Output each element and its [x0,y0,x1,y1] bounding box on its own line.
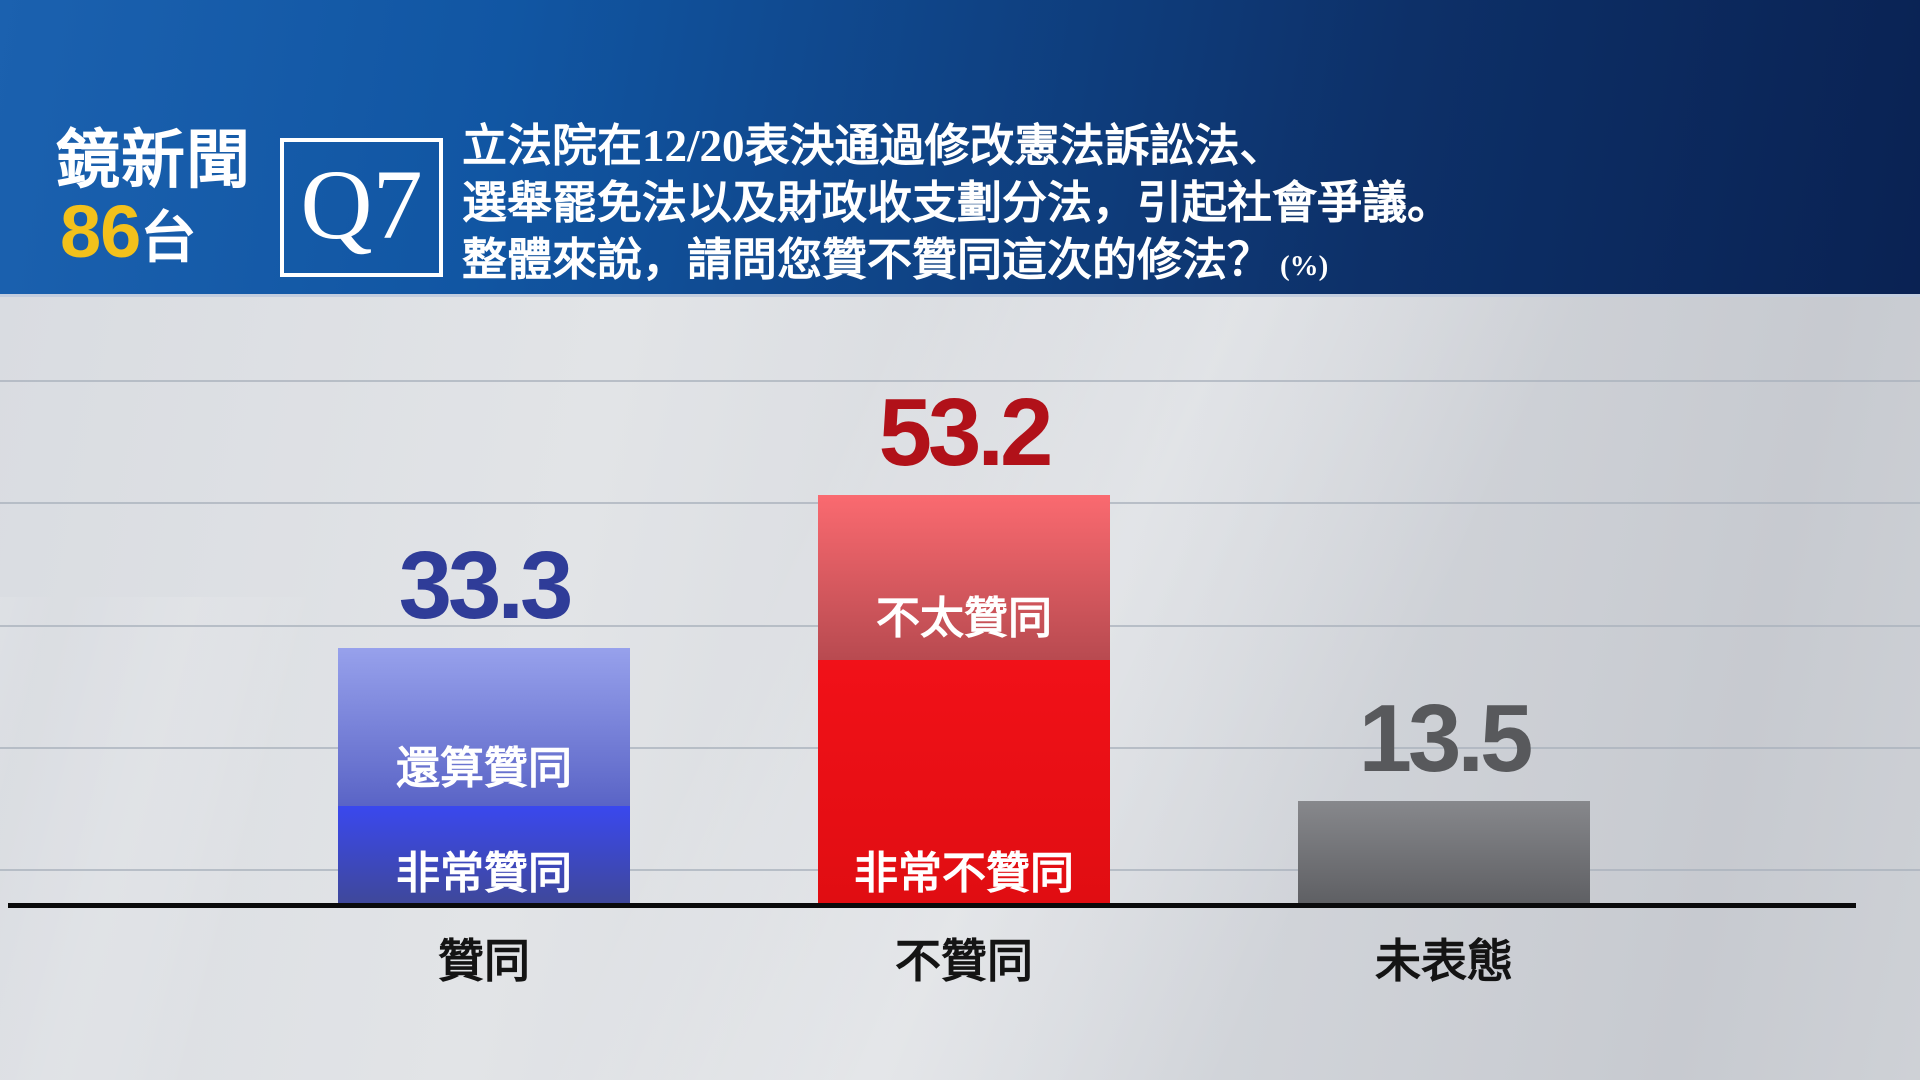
channel-suffix: 台 [140,206,197,269]
category-label-agree: 贊同 [438,935,530,987]
question-text: 立法院在12/20表決通過修改憲法訴訟法、 選舉罷免法以及財政收支劃分法，引起社… [462,118,1452,295]
bar-segment-somewhat-disagree: 不太贊同 [818,495,1110,660]
value-label-disagree: 53.2 [878,379,1054,486]
percent-unit-label: (%) [1280,250,1329,282]
segment-label-strongly-agree: 非常贊同 [396,848,572,898]
bar-group-agree: 33.3 還算贊同 非常贊同 贊同 [338,297,630,1080]
channel-logo-number-line: 86台 [56,195,266,289]
value-label-agree: 33.3 [398,532,574,639]
question-line-2: 選舉罷免法以及財政收支劃分法，引起社會爭議。 [462,178,1453,228]
segment-label-strongly-disagree: 非常不贊同 [854,848,1074,898]
bar-segment-strongly-disagree: 非常不贊同 [818,659,1110,905]
bar-segment-somewhat-agree: 還算贊同 [338,648,630,807]
bar-segment-no-opinion [1298,801,1590,905]
question-number: Q7 [300,148,423,260]
question-line-3: 整體來說，請問您贊不贊同這次的修法？ (%) [462,235,1329,285]
x-axis-baseline [8,903,1856,908]
segment-label-somewhat-agree: 還算贊同 [396,744,572,794]
channel-number: 86 [60,190,141,273]
channel-logo-name: 鏡新聞 [56,124,251,196]
bar-agree: 還算贊同 非常贊同 [338,648,630,905]
question-line-1: 立法院在12/20表決通過修改憲法訴訟法、 [462,121,1285,171]
bar-segment-strongly-agree: 非常贊同 [338,806,630,905]
bar-disagree: 不太贊同 非常不贊同 [818,495,1110,905]
channel-logo: 鏡新聞 86台 [56,124,266,289]
bar-group-disagree: 53.2 不太贊同 非常不贊同 不贊同 [818,297,1110,1080]
question-number-box: Q7 [280,138,443,277]
header-bar: 鏡新聞 86台 Q7 立法院在12/20表決通過修改憲法訴訟法、 選舉罷免法以及… [0,0,1920,297]
segment-label-somewhat-disagree: 不太贊同 [876,593,1052,643]
bar-chart: 33.3 還算贊同 非常贊同 贊同 53.2 不太贊同 非常不贊同 不贊同 13… [0,297,1920,1080]
category-label-disagree: 不贊同 [895,935,1033,987]
bar-no-opinion [1298,801,1590,905]
gridline [0,380,1920,382]
value-label-no-opinion: 13.5 [1358,685,1534,792]
bar-group-no-opinion: 13.5 未表態 [1298,297,1590,1080]
category-label-no-opinion: 未表態 [1375,935,1513,987]
